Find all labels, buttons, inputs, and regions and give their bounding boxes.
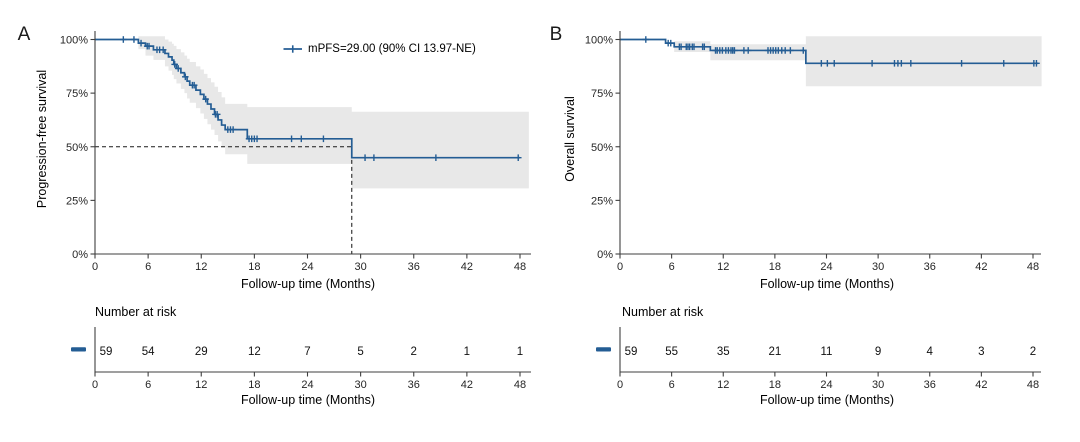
risk-value: 5	[357, 346, 363, 358]
censor-marks	[642, 36, 1040, 67]
x-tick-label: 18	[248, 261, 260, 273]
panel-b-letter: B	[549, 24, 563, 45]
risk-x-tick-label: 18	[769, 379, 781, 391]
panel-b-y-axis-title: Overall survival	[563, 96, 577, 182]
x-tick-label: 48	[1027, 261, 1039, 273]
risk-x-tick-label: 12	[195, 379, 207, 391]
risk-group-marker	[596, 347, 611, 352]
risk-value: 12	[248, 346, 261, 358]
x-tick-label: 36	[924, 261, 936, 273]
risk-x-tick-label: 30	[355, 379, 367, 391]
panel-b-risk-x-axis-title: Follow-up time (Months)	[759, 393, 895, 407]
risk-x-tick-label: 36	[924, 379, 936, 391]
x-tick-label: 6	[145, 261, 151, 273]
x-tick-label: 42	[461, 261, 473, 273]
y-tick-label: 0%	[597, 249, 613, 261]
x-tick-label: 24	[820, 261, 832, 273]
risk-x-tick-label: 48	[1027, 379, 1039, 391]
panel-a-legend-label: mPFS=29.00 (90% CI 13.97-NE)	[308, 43, 476, 55]
panel-b-x-axis-title: Follow-up time (Months)	[759, 277, 895, 291]
axes	[90, 31, 531, 259]
y-tick-label: 75%	[66, 88, 88, 100]
legend-marker	[283, 45, 302, 53]
x-tick-label: 0	[617, 261, 623, 273]
x-tick-label: 30	[355, 261, 367, 273]
survival-curve	[95, 38, 520, 159]
y-tick-label: 50%	[66, 142, 88, 154]
panel-a-x-axis-title: Follow-up time (Months)	[240, 277, 376, 291]
risk-value: 21	[768, 346, 781, 358]
y-tick-label: 25%	[66, 195, 88, 207]
risk-value: 2	[1030, 346, 1036, 358]
risk-group-marker	[71, 347, 86, 352]
risk-x-tick-label: 6	[669, 379, 675, 391]
risk-x-tick-label: 0	[617, 379, 623, 391]
risk-x-tick-label: 48	[514, 379, 526, 391]
panel-a-letter: A	[17, 24, 31, 45]
y-tick-label: 100%	[585, 35, 613, 47]
risk-value: 2	[411, 346, 417, 358]
risk-value: 54	[142, 346, 155, 358]
y-tick-label: 75%	[591, 88, 613, 100]
risk-x-tick-label: 30	[872, 379, 884, 391]
x-tick-label: 48	[514, 261, 526, 273]
censor-marks	[120, 36, 522, 161]
risk-x-tick-label: 36	[408, 379, 420, 391]
risk-value: 3	[978, 346, 984, 358]
y-tick-label: 100%	[60, 35, 88, 47]
panel-a-y-axis-title: Progression-free survival	[35, 69, 49, 209]
x-tick-label: 0	[92, 261, 98, 273]
x-tick-label: 12	[195, 261, 207, 273]
risk-value: 35	[717, 346, 730, 358]
x-tick-label: 30	[872, 261, 884, 273]
x-tick-label: 42	[975, 261, 987, 273]
risk-x-tick-label: 12	[717, 379, 729, 391]
risk-x-tick-label: 0	[92, 379, 98, 391]
risk-value: 29	[195, 346, 208, 358]
risk-value: 1	[517, 346, 523, 358]
risk-value: 4	[927, 346, 934, 358]
risk-x-tick-label: 42	[975, 379, 987, 391]
risk-x-tick-label: 24	[820, 379, 832, 391]
x-tick-label: 36	[408, 261, 420, 273]
risk-value: 1	[464, 346, 470, 358]
risk-value: 9	[875, 346, 881, 358]
ci-band	[674, 36, 1042, 87]
risk-value: 7	[304, 346, 310, 358]
ci-band	[138, 36, 529, 189]
y-tick-label: 0%	[72, 249, 88, 261]
y-tick-label: 25%	[591, 195, 613, 207]
risk-value: 11	[821, 346, 833, 358]
risk-value: 55	[665, 346, 678, 358]
risk-value: 59	[625, 346, 638, 358]
panel-a-risk-table-title: Number at risk	[95, 305, 177, 319]
x-tick-label: 6	[669, 261, 675, 273]
risk-x-tick-label: 24	[301, 379, 313, 391]
risk-value: 59	[100, 346, 113, 358]
x-tick-label: 12	[717, 261, 729, 273]
panel-a-risk-x-axis-title: Follow-up time (Months)	[240, 393, 376, 407]
axes	[615, 31, 1041, 259]
risk-x-tick-label: 6	[145, 379, 151, 391]
x-tick-label: 18	[769, 261, 781, 273]
risk-table: 59 55 35 21 11 9 4 3 2 0 6 12 18 24 30 36 42 48	[596, 327, 1041, 391]
panel-b-risk-table-title: Number at risk	[622, 305, 704, 319]
risk-x-tick-label: 42	[461, 379, 473, 391]
x-tick-label: 24	[301, 261, 313, 273]
risk-table: 59 54 29 12 7 5 2 1 1 0 6 12 18 24 30 36 42 48	[71, 327, 531, 391]
risk-x-tick-label: 18	[248, 379, 260, 391]
y-tick-label: 50%	[591, 142, 613, 154]
